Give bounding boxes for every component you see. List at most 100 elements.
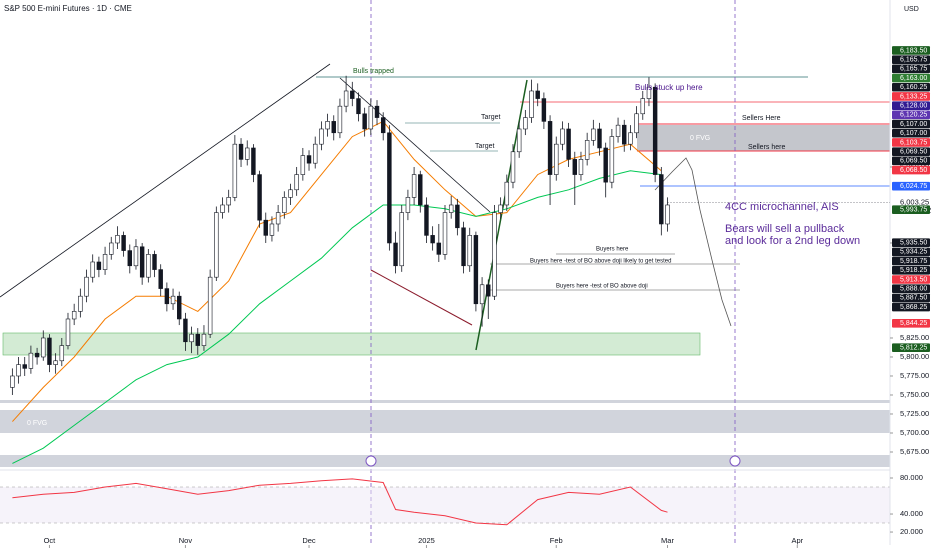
price-tag-label: 6,165.75 xyxy=(900,56,927,63)
fvg-band xyxy=(0,400,890,403)
candle-body xyxy=(34,352,40,358)
candle-body xyxy=(535,90,540,99)
candle-body xyxy=(343,90,349,107)
marks xyxy=(10,75,670,526)
price-tag-label: 5,918.25 xyxy=(900,267,927,274)
candle-body xyxy=(158,269,163,289)
candle-body xyxy=(448,204,454,213)
y-tick-label: 20.000 xyxy=(900,527,923,536)
price-tag xyxy=(892,205,930,215)
candle-body xyxy=(96,261,102,270)
candle-body xyxy=(300,155,306,175)
price-tag-label: 5,913.50 xyxy=(900,276,927,283)
price-tag xyxy=(892,302,930,312)
candle-body xyxy=(226,197,231,206)
candle-body xyxy=(473,235,479,305)
candle-body xyxy=(288,189,293,198)
candle-body xyxy=(572,159,578,175)
annotation: Buyers here xyxy=(596,247,629,253)
candle-body xyxy=(214,212,219,278)
candle-body xyxy=(486,284,491,297)
candle-body xyxy=(640,98,645,115)
price-tag xyxy=(892,275,930,284)
candle-body xyxy=(387,132,392,244)
candle-body xyxy=(84,276,89,297)
x-tick-label: Feb xyxy=(550,536,563,545)
marker-icon[interactable] xyxy=(365,455,377,467)
y-tick-label: 40.000 xyxy=(900,509,923,518)
candle-body xyxy=(597,128,602,149)
candle-body xyxy=(634,113,639,134)
candle-body xyxy=(164,288,170,305)
price-tag-label: 6,183.50 xyxy=(900,47,927,54)
marker-icon[interactable] xyxy=(729,455,741,467)
annotation: Target xyxy=(475,143,495,150)
x-tick-label: Dec xyxy=(302,536,316,545)
candle-body xyxy=(504,181,510,206)
trend-line xyxy=(475,79,528,351)
candle-body xyxy=(257,174,262,221)
candle-body xyxy=(510,151,516,183)
support-zone xyxy=(2,332,701,356)
annotation: Sellers Here xyxy=(742,115,781,122)
price-tag-label: 6,128.00 xyxy=(900,102,927,109)
candle-body xyxy=(41,337,46,358)
candle-body xyxy=(566,128,571,160)
candle-body xyxy=(337,105,343,134)
y-tick-label: 5,800.00 xyxy=(900,352,929,361)
candle-body xyxy=(325,121,330,130)
candle-body xyxy=(523,117,528,130)
candle-body xyxy=(424,204,429,236)
price-tag xyxy=(892,293,930,303)
annotation: Target xyxy=(481,114,501,121)
candle-body xyxy=(609,136,615,183)
price-tag-label: 6,069.50 xyxy=(900,158,927,165)
candle-body xyxy=(251,147,256,175)
price-tag xyxy=(892,147,930,156)
price-tag xyxy=(892,319,930,328)
annotations: S&P 500 E-mini Futures · 1D · CME USD Bu… xyxy=(4,4,919,427)
price-tag-label: 5,887.50 xyxy=(900,295,927,302)
candle-body xyxy=(516,128,522,153)
currency: USD xyxy=(904,6,919,13)
price-tag-label: 6,107.00 xyxy=(900,121,927,128)
candle-body xyxy=(603,147,608,183)
price-tag xyxy=(892,238,930,248)
annotation: Bulls stuck up here xyxy=(635,83,703,92)
candle-body xyxy=(294,174,299,191)
y-tick-label: 5,775.00 xyxy=(900,371,929,380)
price-tag xyxy=(892,343,930,352)
price-tag-label: 6,103.75 xyxy=(900,139,927,146)
price-tag xyxy=(892,101,930,110)
price-tag-label: 6,133.25 xyxy=(900,93,927,100)
candle-body xyxy=(350,90,355,99)
candle-body xyxy=(189,333,194,343)
oscillator-band xyxy=(0,487,890,523)
oscillator-line xyxy=(12,478,668,526)
candle-body xyxy=(393,242,398,267)
candle-body xyxy=(436,242,442,255)
y-tick-label: 80.000 xyxy=(900,473,923,482)
candle-body xyxy=(269,223,275,236)
price-tag-label: 5,868.25 xyxy=(900,304,927,311)
price-tag-label: 5,918.75 xyxy=(900,258,927,265)
annotation: Bulls trapped xyxy=(353,68,394,75)
candle-body xyxy=(405,197,411,213)
x-tick-label: 2025 xyxy=(418,536,435,545)
candle-body xyxy=(152,254,157,270)
candle-body xyxy=(492,212,497,297)
candle-body xyxy=(65,318,71,346)
candle-body xyxy=(121,235,126,251)
trend-line xyxy=(0,63,331,298)
candle-body xyxy=(411,174,417,198)
candle-body xyxy=(430,235,435,244)
candle-body xyxy=(498,204,503,213)
candle-body xyxy=(622,124,627,145)
candle-body xyxy=(652,86,658,175)
candle-body xyxy=(584,140,590,160)
x-tick-label: Oct xyxy=(44,536,57,545)
annotation: Bears will sell a pullback xyxy=(725,223,845,235)
x-tick-label: Apr xyxy=(791,536,803,545)
candle-body xyxy=(331,121,336,134)
